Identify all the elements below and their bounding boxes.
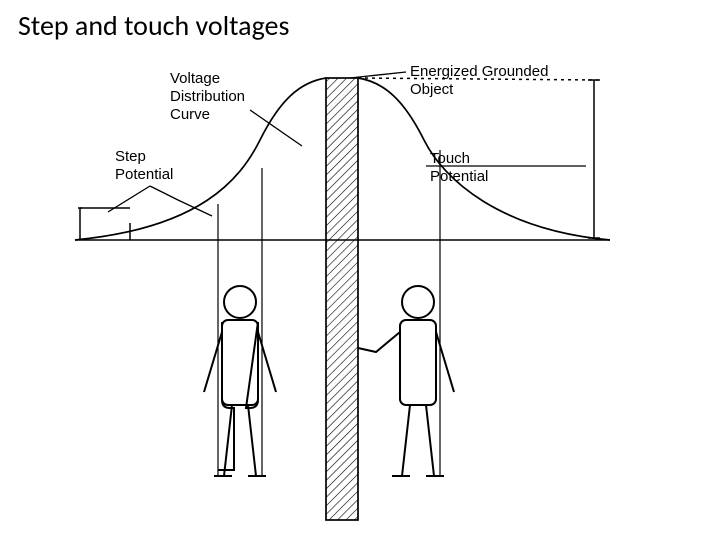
figure-touch bbox=[358, 150, 454, 476]
pointer-energized-object bbox=[350, 72, 406, 78]
diagram-svg bbox=[0, 0, 720, 540]
voltage-curve-right bbox=[358, 78, 610, 240]
voltage-curve-left bbox=[75, 78, 326, 240]
pointer-voltage-distribution bbox=[250, 110, 302, 146]
touch-potential-bracket bbox=[358, 78, 600, 238]
figure-step bbox=[204, 168, 276, 476]
step-potential-bracket bbox=[78, 208, 130, 240]
pointer-step-potential bbox=[108, 186, 212, 216]
pole bbox=[326, 78, 358, 520]
